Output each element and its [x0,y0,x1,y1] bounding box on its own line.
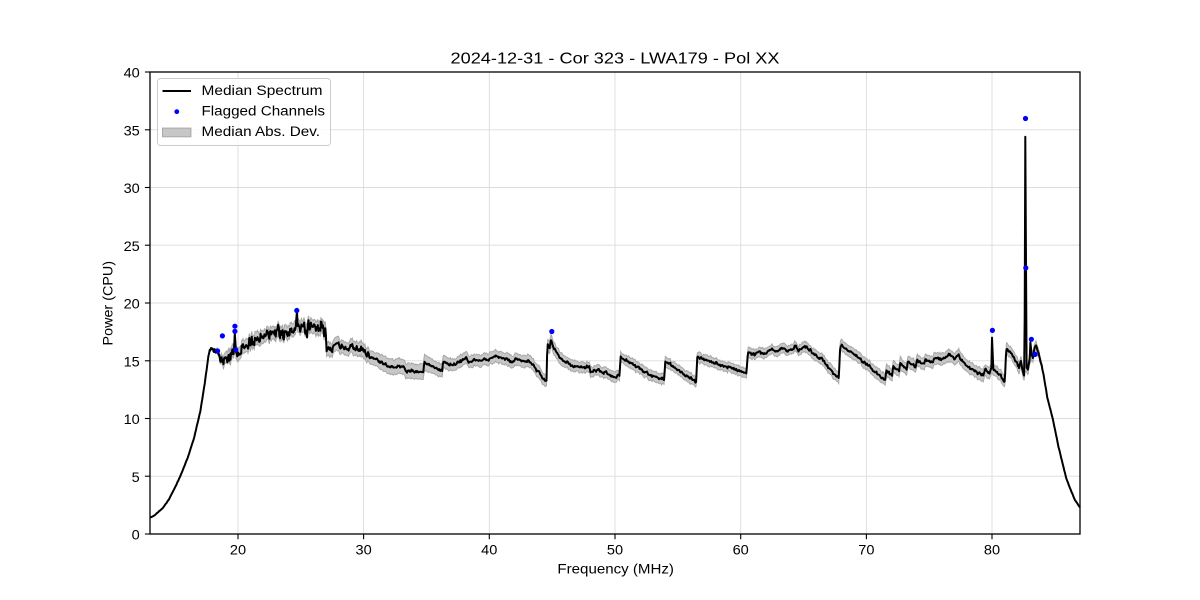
svg-text:0: 0 [132,528,140,543]
svg-text:30: 30 [124,181,140,196]
svg-text:15: 15 [124,354,140,369]
svg-text:Median Abs. Dev.: Median Abs. Dev. [202,124,321,139]
svg-text:40: 40 [124,66,140,81]
svg-text:Flagged Channels: Flagged Channels [202,104,326,119]
svg-text:25: 25 [124,239,140,254]
svg-text:Frequency (MHz): Frequency (MHz) [557,562,674,577]
svg-text:80: 80 [984,543,1000,558]
svg-text:40: 40 [481,543,497,558]
svg-text:50: 50 [607,543,623,558]
svg-text:60: 60 [733,543,749,558]
svg-text:10: 10 [124,412,140,427]
svg-text:2024-12-31 - Cor 323 - LWA179: 2024-12-31 - Cor 323 - LWA179 - Pol XX [451,51,780,68]
svg-text:20: 20 [230,543,246,558]
svg-text:70: 70 [858,543,874,558]
svg-text:Median Spectrum: Median Spectrum [202,83,323,98]
svg-text:Power (CPU): Power (CPU) [100,261,115,346]
svg-text:30: 30 [356,543,372,558]
svg-text:5: 5 [132,470,140,485]
svg-text:20: 20 [124,297,140,312]
svg-text:35: 35 [124,123,140,138]
